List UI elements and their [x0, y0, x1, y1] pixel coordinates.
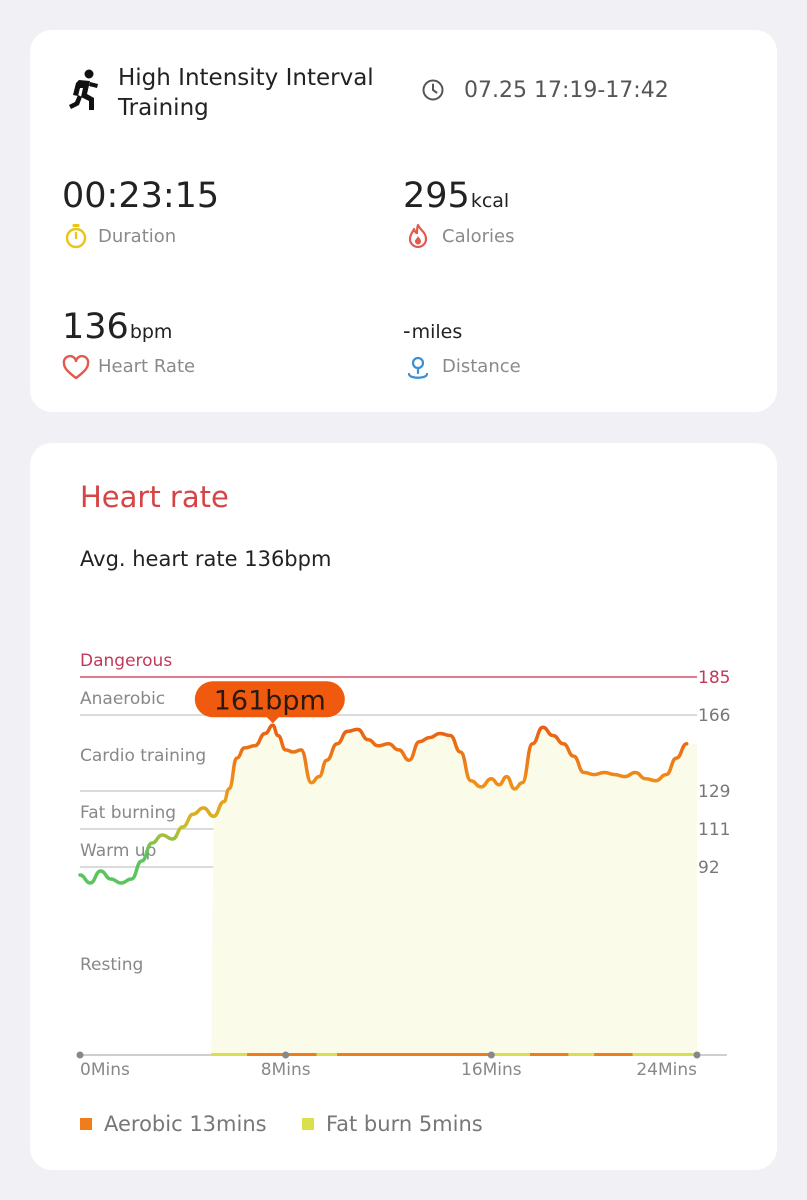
distance-value: -: [403, 319, 411, 343]
heart-rate-label: Heart Rate: [98, 356, 196, 377]
zone-bar-segment-4: [337, 1053, 492, 1056]
calories-value: 295: [403, 176, 470, 216]
distance-label: Distance: [442, 356, 521, 377]
peak-bubble: [194, 681, 345, 718]
duration-value: 00:23:15: [62, 176, 220, 216]
x-tick-label-2: 16Mins: [461, 1060, 522, 1080]
zone-bar-segment-1: [247, 1053, 266, 1056]
legend-label-aerobic: Aerobic 13mins: [104, 1112, 267, 1136]
x-tick-dot-3: [693, 1051, 701, 1059]
heart-icon: [62, 354, 90, 380]
zone-tick-111: 111: [698, 820, 730, 840]
zone-bar-segment-8: [594, 1053, 633, 1056]
zone-label-fat-burning: Fat burning: [80, 803, 176, 823]
zone-tick-129: 129: [698, 782, 730, 802]
legend-label-fat-burn: Fat burn 5mins: [326, 1112, 483, 1136]
duration-label: Duration: [98, 226, 177, 247]
zone-label-warm-up: Warm up: [80, 841, 156, 861]
zone-label-cardio-training: Cardio training: [80, 746, 206, 766]
calories-stat: 295kcal: [403, 176, 509, 221]
zone-bar-segment-7: [568, 1053, 595, 1056]
chart-area-fill: [211, 725, 698, 1055]
heart-rate-unit: bpm: [129, 321, 173, 343]
zone-label-dangerous: Dangerous: [80, 651, 172, 671]
heart-rate-stat: 136bpm: [62, 307, 172, 352]
peak-label: 161bpm: [214, 685, 326, 716]
x-tick-label-3: 24Mins: [636, 1060, 697, 1080]
x-tick-label-0: 0Mins: [80, 1060, 130, 1080]
activity-time-range: 07.25 17:19-17:42: [464, 78, 669, 103]
zone-bar-segment-9: [632, 1053, 697, 1056]
distance-unit: miles: [411, 321, 463, 343]
heart-rate-section-title: Heart rate: [80, 480, 229, 514]
clock-icon: [422, 79, 444, 101]
calories-label: Calories: [442, 226, 515, 247]
x-tick-dot-1: [282, 1051, 290, 1059]
workout-summary-card: High Intensity Interval Training 07.25 1…: [30, 30, 777, 412]
heart-rate-card: Heart rate Avg. heart rate 136bpm 185 Dan…: [30, 443, 777, 1170]
x-tick-dot-0: [76, 1051, 84, 1059]
distance-stat: -miles: [403, 313, 462, 350]
zone-bar-segment-0: [211, 1053, 248, 1056]
zone-tick-166: 166: [698, 706, 730, 726]
heart-rate-chart: 185 Dangerous 166 Anaerobic 129 Cardio traini…: [76, 651, 730, 1080]
zone-bar-segment-3: [316, 1053, 338, 1056]
heart-rate-line: [78, 723, 689, 885]
calories-unit: kcal: [470, 190, 510, 212]
zone-bar-segment-6: [529, 1053, 569, 1056]
stopwatch-icon: [65, 224, 87, 249]
zone-tick-92: 92: [698, 858, 720, 878]
flame-icon: [408, 223, 428, 249]
legend-swatch-aerobic: [80, 1118, 92, 1130]
heart-rate-value: 136: [62, 307, 129, 347]
zone-label-anaerobic: Anaerobic: [80, 689, 165, 709]
legend-swatch-fat-burn: [302, 1118, 314, 1130]
zone-bar-segment-2: [265, 1053, 317, 1056]
peak-bubble-pointer: [265, 716, 280, 724]
zone-bar-segment-5: [491, 1053, 530, 1056]
average-heart-rate: Avg. heart rate 136bpm: [80, 547, 332, 571]
activity-title: High Intensity Interval Training: [118, 65, 374, 121]
x-tick-label-1: 8Mins: [261, 1060, 311, 1080]
zone-tick-185: 185: [698, 668, 730, 688]
running-figure-icon: [69, 69, 98, 110]
zone-label-resting: Resting: [80, 955, 143, 975]
location-pin-icon: [407, 356, 429, 379]
x-tick-dot-2: [487, 1051, 495, 1059]
